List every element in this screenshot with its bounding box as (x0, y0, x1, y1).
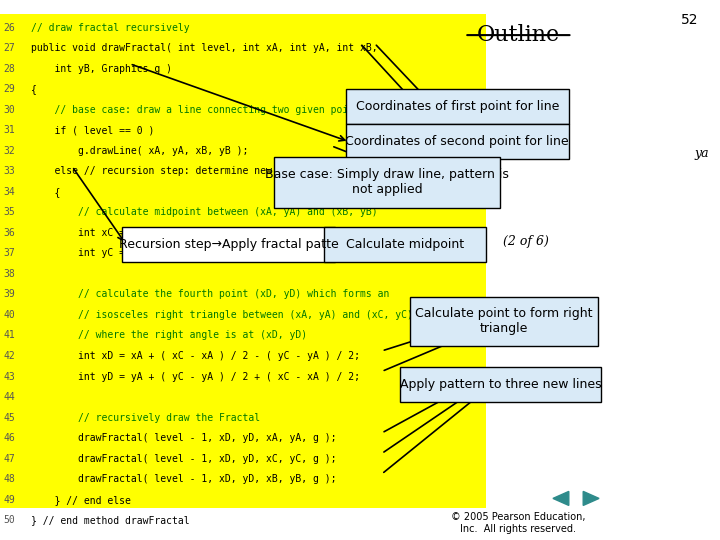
Text: drawFractal( level - 1, xD, yD, xC, yC, g );: drawFractal( level - 1, xD, yD, xC, yC, … (31, 454, 336, 464)
Text: } // end else: } // end else (31, 495, 131, 505)
Text: int xC = (: int xC = ( (31, 228, 137, 238)
Text: Coordinates of second point for line: Coordinates of second point for line (346, 135, 569, 148)
Polygon shape (553, 491, 569, 505)
Text: // draw fractal recursively: // draw fractal recursively (31, 23, 189, 33)
Text: 48: 48 (4, 474, 15, 484)
Text: if ( level == 0 ): if ( level == 0 ) (31, 125, 154, 136)
Text: 43: 43 (4, 372, 15, 382)
Text: int yC = ( yA + yB ) / 2;: int yC = ( yA + yB ) / 2; (31, 248, 225, 259)
Text: int yD = yA + ( yC - yA ) / 2 + ( xC - xA ) / 2;: int yD = yA + ( yC - yA ) / 2 + ( xC - x… (31, 372, 360, 382)
FancyBboxPatch shape (122, 227, 335, 262)
Text: 37: 37 (4, 248, 15, 259)
Text: 52: 52 (681, 14, 698, 28)
Text: 35: 35 (4, 207, 15, 218)
Text: Calculate midpoint: Calculate midpoint (346, 238, 464, 251)
Text: 46: 46 (4, 433, 15, 443)
Text: 41: 41 (4, 330, 15, 341)
Text: 31: 31 (4, 125, 15, 136)
Polygon shape (583, 491, 599, 505)
Text: 34: 34 (4, 187, 15, 197)
Text: } // end method drawFractal: } // end method drawFractal (31, 515, 189, 525)
Text: 39: 39 (4, 289, 15, 300)
Text: ya: ya (695, 147, 709, 160)
Text: g.drawLine( xA, yA, xB, yB );: g.drawLine( xA, yA, xB, yB ); (31, 146, 248, 156)
FancyBboxPatch shape (346, 89, 569, 124)
FancyBboxPatch shape (274, 157, 500, 208)
Text: 26: 26 (4, 23, 15, 33)
Text: // calculate midpoint between (xA, yA) and (xB, yB): // calculate midpoint between (xA, yA) a… (31, 207, 377, 218)
Text: public void drawFractal( int level, int xA, int yA, int xB,: public void drawFractal( int level, int … (31, 43, 377, 53)
Text: 33: 33 (4, 166, 15, 177)
Text: 50: 50 (4, 515, 15, 525)
FancyBboxPatch shape (410, 297, 598, 346)
FancyBboxPatch shape (346, 124, 569, 159)
Text: drawFractal( level - 1, xD, yD, xA, yA, g );: drawFractal( level - 1, xD, yD, xA, yA, … (31, 433, 336, 443)
Text: // calculate the fourth point (xD, yD) which forms an: // calculate the fourth point (xD, yD) w… (31, 289, 390, 300)
Text: 30: 30 (4, 105, 15, 115)
Text: 32: 32 (4, 146, 15, 156)
Text: © 2005 Pearson Education,
Inc.  All rights reserved.: © 2005 Pearson Education, Inc. All right… (451, 512, 585, 534)
FancyBboxPatch shape (400, 367, 601, 402)
Text: {: { (31, 84, 37, 94)
Text: Base case: Simply draw line, pattern is
not applied: Base case: Simply draw line, pattern is … (265, 168, 509, 196)
Text: Coordinates of first point for line: Coordinates of first point for line (356, 100, 559, 113)
Text: else // recursion step: determine new points, dra: else // recursion step: determine new po… (31, 166, 342, 177)
Text: 40: 40 (4, 310, 15, 320)
Text: int yB, Graphics g ): int yB, Graphics g ) (31, 64, 172, 74)
Text: 28: 28 (4, 64, 15, 74)
Text: int xD = xA + ( xC - xA ) / 2 - ( yC - yA ) / 2;: int xD = xA + ( xC - xA ) / 2 - ( yC - y… (31, 351, 360, 361)
Text: 47: 47 (4, 454, 15, 464)
Text: // where the right angle is at (xD, yD): // where the right angle is at (xD, yD) (31, 330, 307, 341)
Text: 38: 38 (4, 269, 15, 279)
Text: Outline: Outline (477, 24, 560, 46)
FancyBboxPatch shape (0, 14, 486, 508)
Text: 29: 29 (4, 84, 15, 94)
Text: {: { (31, 187, 60, 197)
Text: Apply pattern to three new lines: Apply pattern to three new lines (400, 378, 601, 392)
Text: // base case: draw a line connecting two given points: // base case: draw a line connecting two… (31, 105, 366, 115)
Text: 49: 49 (4, 495, 15, 505)
Text: 27: 27 (4, 43, 15, 53)
Text: Calculate point to form right
triangle: Calculate point to form right triangle (415, 307, 593, 335)
Text: 36: 36 (4, 228, 15, 238)
Text: drawFractal( level - 1, xD, yD, xB, yB, g );: drawFractal( level - 1, xD, yD, xB, yB, … (31, 474, 336, 484)
FancyBboxPatch shape (324, 227, 486, 262)
Text: // isosceles right triangle between (xA, yA) and (xC, yC): // isosceles right triangle between (xA,… (31, 310, 413, 320)
Text: (2 of 6): (2 of 6) (503, 235, 549, 248)
Text: 44: 44 (4, 392, 15, 402)
Text: 42: 42 (4, 351, 15, 361)
Text: 45: 45 (4, 413, 15, 423)
Text: Recursion step→Apply fractal patte: Recursion step→Apply fractal patte (119, 238, 338, 251)
Text: // recursively draw the Fractal: // recursively draw the Fractal (31, 413, 260, 423)
